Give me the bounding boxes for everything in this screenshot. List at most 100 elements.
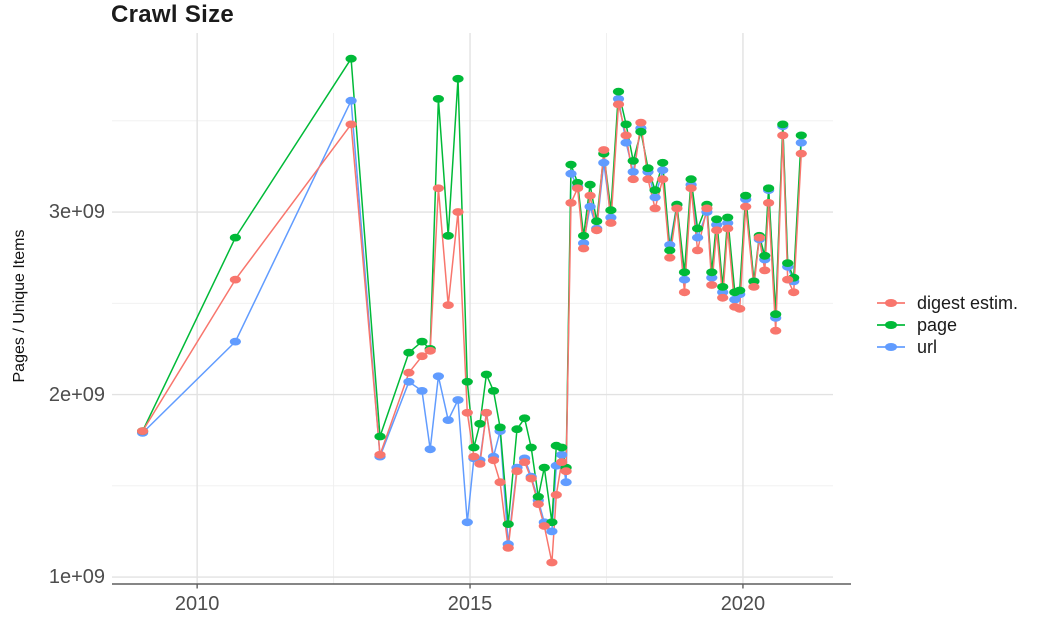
y-tick-label-3e+09: 3e+09 bbox=[48, 201, 105, 224]
legend-label-page: page bbox=[917, 314, 958, 335]
page-point bbox=[692, 224, 704, 233]
page-point bbox=[345, 54, 357, 63]
digest-estim-point bbox=[424, 346, 436, 355]
digest-estim-point bbox=[442, 301, 454, 309]
digest-estim-point bbox=[502, 544, 514, 552]
digest-estim-point bbox=[795, 149, 807, 158]
page-point bbox=[612, 87, 625, 96]
url-point bbox=[432, 372, 444, 381]
url-point bbox=[706, 273, 718, 282]
digest-estim-point bbox=[635, 118, 647, 127]
page-point bbox=[759, 251, 771, 260]
page-point bbox=[374, 432, 386, 441]
url-point bbox=[627, 168, 639, 176]
page-point bbox=[649, 186, 661, 195]
page-point bbox=[591, 217, 603, 226]
page-point bbox=[795, 131, 807, 140]
digest-estim-point bbox=[759, 266, 771, 275]
url-point bbox=[678, 275, 691, 284]
page-point bbox=[480, 370, 492, 379]
page-point bbox=[717, 283, 729, 291]
page-point bbox=[777, 120, 789, 129]
page-point bbox=[706, 268, 718, 277]
legend-item-page: page bbox=[877, 314, 1018, 336]
page-point bbox=[578, 231, 590, 240]
digest-estim-point bbox=[612, 100, 625, 109]
page-point bbox=[468, 443, 480, 452]
page-point bbox=[487, 387, 500, 395]
digest-estim-point bbox=[546, 558, 558, 567]
digest-estim-point bbox=[532, 500, 544, 508]
url-point bbox=[461, 518, 473, 527]
chart-title: Crawl Size bbox=[111, 1, 235, 28]
legend-dot-page bbox=[885, 321, 897, 329]
page-point bbox=[556, 443, 568, 452]
page-point bbox=[748, 277, 760, 286]
digest-estim-point bbox=[345, 120, 357, 129]
page-point bbox=[605, 206, 617, 215]
digest-estim-point bbox=[416, 352, 428, 361]
legend: digest estim. page url bbox=[877, 292, 1018, 358]
page-point bbox=[685, 175, 697, 184]
page-point bbox=[442, 231, 454, 240]
page-point bbox=[782, 259, 794, 267]
digest-estim-point bbox=[525, 474, 537, 483]
digest-estim-point bbox=[734, 304, 746, 313]
digest-estim-point bbox=[494, 478, 506, 487]
digest-estim-point bbox=[474, 460, 486, 468]
digest-estim-point bbox=[678, 288, 691, 297]
url-point bbox=[711, 220, 723, 229]
digest-estim-point bbox=[770, 326, 782, 335]
digest-estim-point bbox=[692, 246, 704, 255]
page-point bbox=[532, 492, 544, 501]
page-point bbox=[494, 423, 506, 432]
page-point bbox=[635, 127, 647, 136]
page-point bbox=[525, 443, 537, 452]
x-tick-label-2020: 2020 bbox=[720, 593, 766, 615]
legend-item-digest-estim: digest estim. bbox=[877, 292, 1018, 314]
digest-estim-point bbox=[753, 233, 765, 242]
digest-estim-point bbox=[480, 408, 492, 417]
digest-estim-point bbox=[137, 427, 149, 435]
page-point bbox=[763, 184, 775, 193]
digest-estim-point bbox=[598, 146, 610, 154]
page-point bbox=[627, 157, 639, 165]
url-point bbox=[416, 387, 428, 395]
digest-estim-point bbox=[538, 522, 550, 530]
digest-estim-point bbox=[777, 131, 789, 140]
url-point bbox=[345, 96, 357, 105]
digest-estim-point bbox=[763, 199, 775, 207]
digest-estim-point bbox=[461, 408, 473, 417]
url-point bbox=[664, 241, 676, 249]
digest-estim-point bbox=[717, 293, 729, 302]
digest-estim-point bbox=[711, 226, 723, 235]
digest-estim-point bbox=[550, 491, 562, 499]
url-point bbox=[612, 95, 625, 103]
legend-dot-url bbox=[885, 343, 897, 351]
digest-estim-point bbox=[452, 208, 464, 216]
page-point bbox=[678, 268, 691, 277]
page-point bbox=[502, 520, 514, 528]
digest-estim-point bbox=[403, 368, 415, 377]
digest-estim-point bbox=[584, 191, 596, 200]
url-point bbox=[605, 213, 617, 222]
page-point bbox=[584, 180, 596, 189]
page-point bbox=[642, 164, 654, 173]
page-point bbox=[734, 286, 746, 295]
y-tick-label-2e+09: 2e+09 bbox=[48, 383, 105, 406]
url-point bbox=[722, 219, 734, 227]
digest-estim-point bbox=[627, 175, 639, 184]
page-point bbox=[511, 425, 523, 434]
digest-estim-point bbox=[556, 458, 568, 466]
url-point bbox=[795, 138, 807, 147]
digest-estim-point bbox=[722, 224, 734, 233]
legend-label-url: url bbox=[917, 336, 938, 357]
digest-estim-point bbox=[685, 184, 697, 193]
page-point bbox=[572, 178, 584, 187]
url-point bbox=[452, 396, 464, 404]
url-point bbox=[578, 239, 590, 248]
page-point bbox=[770, 310, 782, 319]
page-point bbox=[740, 191, 752, 200]
